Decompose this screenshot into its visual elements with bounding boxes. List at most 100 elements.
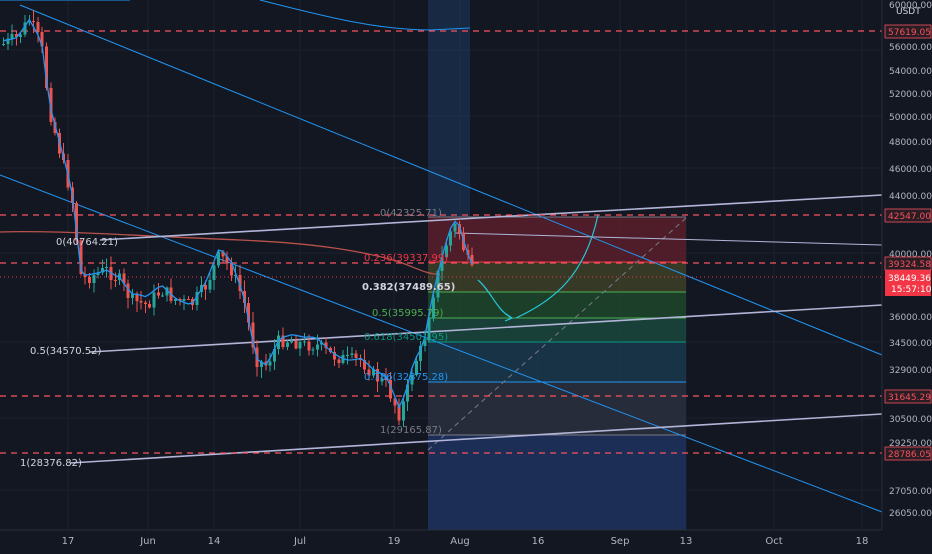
- x-tick-5: Aug: [450, 536, 470, 547]
- candle: [440, 245, 444, 281]
- candle: [333, 346, 337, 366]
- candle: [371, 365, 375, 378]
- fib-upper-label-1: 0.236(39337.99): [364, 253, 448, 264]
- candle: [165, 286, 169, 302]
- y-tick-2: 54000.00: [889, 67, 932, 77]
- y-tick-7: 44000.00: [889, 192, 932, 202]
- candle: [449, 228, 453, 252]
- candle: [290, 336, 294, 344]
- candle-countdown: 15:57:10: [891, 285, 932, 295]
- candle: [294, 334, 298, 350]
- level-tag-3: 31645.29: [888, 393, 931, 403]
- candle: [36, 16, 40, 43]
- fib-upper-label-6: 1(29165.87): [380, 425, 442, 436]
- x-tick-9: Oct: [765, 536, 782, 547]
- y-tick-8: 40000.00: [889, 250, 932, 260]
- candle: [6, 33, 10, 50]
- y-tick-4: 50000.00: [889, 113, 932, 123]
- candle: [419, 341, 423, 372]
- currency-label: USDT: [896, 7, 921, 17]
- y-tick-1: 56000.00: [889, 43, 932, 53]
- candle: [238, 265, 242, 300]
- candle: [139, 291, 143, 310]
- candle: [122, 268, 126, 292]
- y-tick-11: 32900.00: [889, 366, 932, 376]
- projection-arrows: [477, 214, 599, 322]
- candle: [281, 327, 285, 350]
- candle: [148, 300, 152, 309]
- y-tick-13: 29250.00: [889, 439, 932, 449]
- candle: [32, 10, 36, 33]
- candle: [397, 398, 401, 425]
- candle: [401, 394, 405, 428]
- x-tick-3: Jul: [293, 536, 306, 547]
- y-tick-6: 46000.00: [889, 165, 932, 175]
- candle: [251, 312, 255, 354]
- candle: [324, 337, 328, 354]
- candle: [414, 356, 418, 377]
- candle: [298, 339, 302, 356]
- candle: [195, 286, 199, 311]
- y-tick-5: 48000.00: [889, 138, 932, 148]
- candle: [346, 346, 349, 365]
- y-tick-15: 26050.00: [889, 509, 932, 519]
- level-tag-4: 28786.05: [888, 450, 931, 460]
- candle: [10, 24, 14, 46]
- candle: [277, 330, 281, 355]
- candle: [432, 292, 435, 322]
- candle: [410, 368, 414, 391]
- short-moving-average: [3, 18, 473, 409]
- candle: [393, 395, 397, 414]
- candle: [453, 220, 457, 238]
- candle: [161, 292, 165, 297]
- candle: [208, 272, 212, 294]
- candle: [337, 357, 341, 369]
- candle: [212, 263, 216, 291]
- level-tag-0: 57619.05: [888, 28, 931, 38]
- x-tick-2: 14: [208, 536, 221, 547]
- trendlines: [0, 0, 883, 513]
- candle: [156, 282, 160, 299]
- candle: [376, 362, 380, 392]
- candle: [350, 347, 354, 359]
- candle: [380, 373, 384, 386]
- x-tick-8: 13: [680, 536, 693, 547]
- candle: [311, 346, 315, 356]
- time-axis[interactable]: 17 Jun 14 Jul 19 Aug 16 Sep 13 Oct 18: [0, 529, 882, 550]
- candle: [105, 258, 109, 278]
- current-price-tag: 38449.36: [888, 274, 931, 284]
- fib-upper-label-4: 0.618(34501.95): [364, 332, 448, 343]
- candle: [247, 297, 251, 331]
- x-tick-7: Sep: [611, 536, 630, 547]
- y-tick-10: 34500.00: [889, 339, 932, 349]
- candle: [186, 296, 190, 300]
- level-tag-2: 39324.58: [888, 260, 931, 270]
- x-tick-4: 19: [388, 536, 401, 547]
- candle: [100, 259, 104, 275]
- price-axis[interactable]: USDT 60000.00 56000.00 54000.00 52000.00…: [881, 0, 932, 550]
- x-tick-0: 17: [62, 536, 75, 547]
- x-tick-1: Jun: [139, 536, 156, 547]
- candle: [2, 37, 5, 47]
- candle: [268, 352, 272, 372]
- candle: [272, 339, 276, 370]
- fib-zones: [427, 0, 687, 530]
- candle: [457, 220, 461, 240]
- fib-upper-label-0: 0(42325.71): [380, 208, 442, 219]
- y-tick-14: 27050.00: [889, 487, 932, 497]
- candle: [88, 272, 91, 289]
- candle: [303, 332, 306, 347]
- x-tick-6: 16: [532, 536, 545, 547]
- candle: [354, 350, 358, 367]
- y-tick-0: 60000.00: [889, 1, 932, 11]
- x-tick-10: 18: [856, 536, 869, 547]
- candle: [217, 249, 220, 269]
- candle: [285, 339, 289, 350]
- candle: [367, 360, 371, 381]
- fib-upper-label-5: 0.786(32375.28): [364, 372, 448, 383]
- candle: [19, 32, 23, 43]
- candle: [307, 334, 311, 356]
- level-tag-1: 42547.00: [888, 212, 931, 222]
- y-tick-9: 36000.00: [889, 313, 932, 323]
